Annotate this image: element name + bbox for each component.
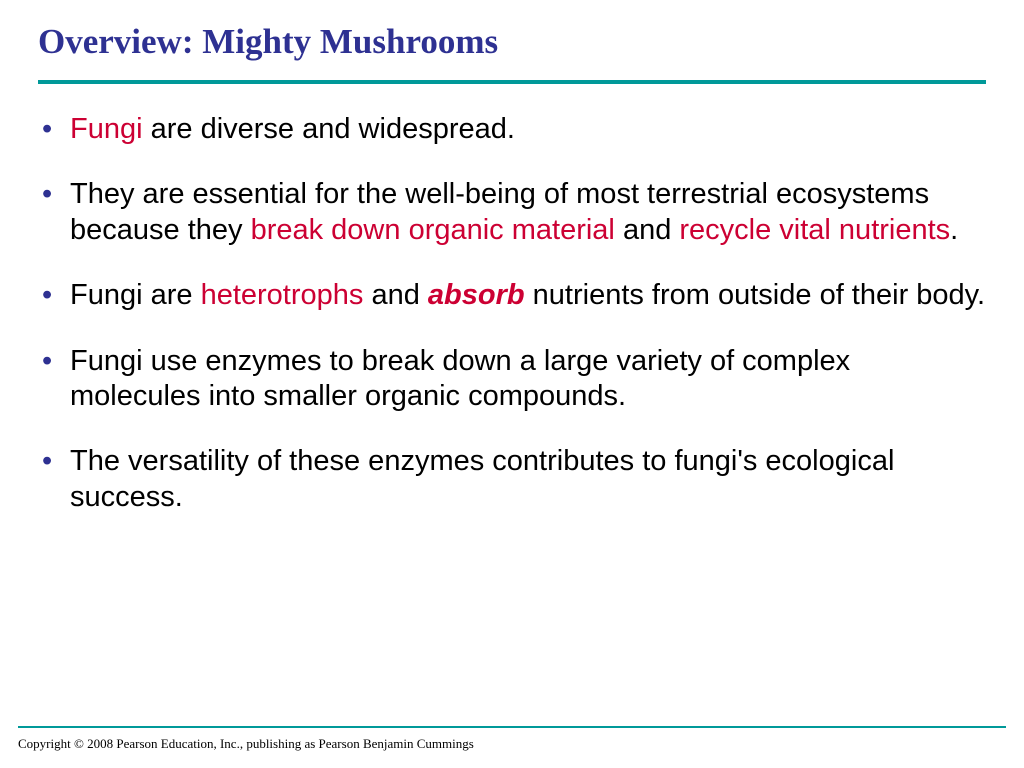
highlight-text: break down organic material bbox=[251, 214, 615, 246]
highlight-text: recycle vital nutrients bbox=[679, 214, 950, 246]
body-text: . bbox=[950, 214, 958, 246]
highlight-bold-text: absorb bbox=[428, 279, 525, 311]
copyright-text: Copyright © 2008 Pearson Education, Inc.… bbox=[18, 736, 474, 752]
divider-top bbox=[38, 80, 986, 84]
highlight-text: heterotrophs bbox=[201, 279, 364, 311]
bullet-item: Fungi are heterotrophs and absorb nutrie… bbox=[42, 278, 986, 313]
body-text: Fungi use enzymes to break down a large … bbox=[70, 345, 850, 412]
slide: Overview: Mighty Mushrooms Fungi are div… bbox=[0, 0, 1024, 768]
body-text: nutrients from outside of their body. bbox=[525, 279, 985, 311]
bullet-item: Fungi are diverse and widespread. bbox=[42, 112, 986, 147]
bullet-item: They are essential for the well-being of… bbox=[42, 177, 986, 248]
body-text: and bbox=[615, 214, 680, 246]
body-text: are diverse and widespread. bbox=[143, 113, 515, 145]
bullet-list: Fungi are diverse and widespread. They a… bbox=[38, 112, 986, 515]
bullet-item: The versatility of these enzymes contrib… bbox=[42, 444, 986, 515]
body-text: The versatility of these enzymes contrib… bbox=[70, 445, 894, 512]
slide-title: Overview: Mighty Mushrooms bbox=[38, 22, 986, 62]
body-text: and bbox=[363, 279, 428, 311]
body-text: Fungi are bbox=[70, 279, 201, 311]
bullet-item: Fungi use enzymes to break down a large … bbox=[42, 344, 986, 415]
highlight-text: Fungi bbox=[70, 113, 143, 145]
divider-bottom bbox=[18, 726, 1006, 728]
